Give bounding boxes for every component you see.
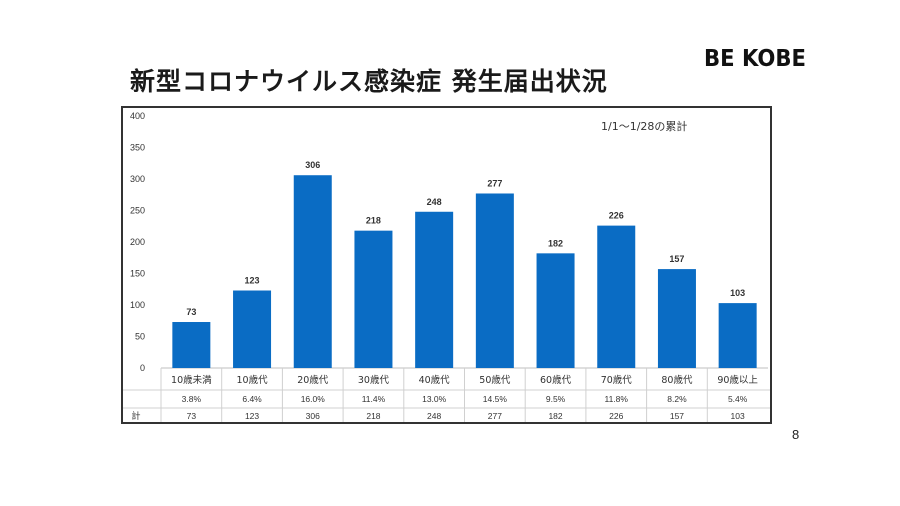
chart-frame: 0 50 100 150 200 250 300 350 400 1/1～1/28の累計 73 123… [121,106,772,424]
data-label: 218 [366,216,381,226]
bar-9 [657,269,696,368]
table-total-cell: 226 [609,411,623,421]
y-tick-label: 50 [135,332,145,342]
table-percent-cell: 8.2% [667,394,687,404]
table-percent-cell: 6.4% [242,394,262,404]
y-tick-label: 400 [130,111,145,121]
y-tick-label: 0 [140,363,145,373]
table-total-cell: 182 [548,411,562,421]
bar-2 [233,290,272,368]
table-percent-cell: 9.5% [546,394,566,404]
table-percent-cell: 14.5% [483,394,508,404]
x-tick-label: 20歳代 [297,374,329,386]
x-tick-label: 80歳代 [661,374,693,386]
table-percent-cell: 11.4% [362,394,386,404]
data-label: 306 [305,160,320,170]
table-total-cell: 73 [187,411,197,421]
bar-5 [415,211,454,368]
bar-4 [354,230,393,368]
chart-annotation: 1/1～1/28の累計 [601,119,687,133]
x-tick-label: 90歳以上 [717,374,758,386]
table-percent-cell: 11.8% [605,394,629,404]
y-tick-label: 350 [130,143,145,153]
table-percent-cell: 13.0% [422,394,447,404]
table-total-label: 計 [131,410,140,422]
x-tick-label: 10歳未満 [171,374,212,386]
x-tick-label: 60歳代 [540,374,572,386]
table-total-cell: 123 [245,411,259,421]
x-tick-label: 70歳代 [601,374,633,386]
data-label: 226 [609,211,624,221]
bar-6 [475,193,514,368]
x-tick-label: 30歳代 [358,374,390,386]
data-label: 277 [487,178,502,188]
page-number: 8 [792,427,800,442]
data-label: 123 [245,276,260,286]
bar-10 [718,303,757,368]
y-tick-label: 250 [130,206,145,216]
y-tick-label: 150 [130,269,145,279]
y-tick-label: 300 [130,174,145,184]
y-tick-label: 200 [130,237,145,247]
y-tick-label: 100 [130,300,145,310]
brand-logo: BE KOBE [704,46,806,72]
x-tick-label: 10歳代 [237,374,269,386]
table-total-cell: 277 [488,411,502,421]
bar-chart: 0 50 100 150 200 250 300 350 400 1/1～1/28の累計 73 123… [123,111,770,422]
data-label: 157 [669,254,684,264]
bar-3 [293,175,332,368]
table-total-cell: 103 [731,411,745,421]
table-total-cell: 218 [366,411,380,421]
data-label: 103 [730,288,745,298]
table-percent-cell: 16.0% [301,394,326,404]
x-tick-label: 50歳代 [479,374,511,386]
data-label: 182 [548,238,563,248]
data-label: 73 [186,307,196,317]
data-label: 248 [427,197,442,207]
bar-8 [597,225,636,368]
bar-7 [536,253,575,368]
table-total-cell: 157 [670,411,684,421]
table-percent-cell: 5.4% [728,394,748,404]
x-tick-label: 40歳代 [419,374,451,386]
table-total-cell: 248 [427,411,441,421]
table-total-cell: 306 [306,411,320,421]
slide-title: 新型コロナウイルス感染症 発生届出状況 [130,67,608,96]
bar-1 [172,322,211,368]
table-percent-cell: 3.8% [182,394,202,404]
